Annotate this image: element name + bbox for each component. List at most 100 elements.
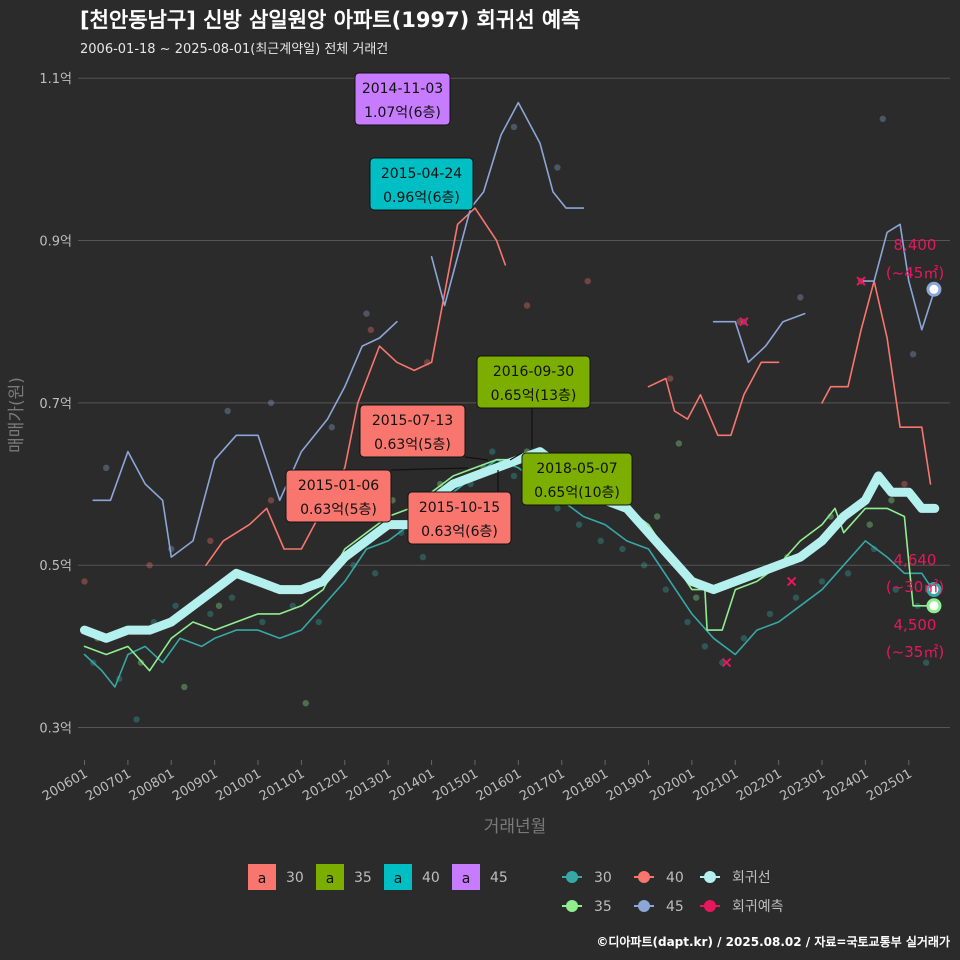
legend-area-label: 40 xyxy=(422,870,440,886)
annotation-leader xyxy=(390,467,469,471)
scatter-point xyxy=(693,594,700,601)
scatter-point xyxy=(510,123,518,131)
regression-crosses xyxy=(721,276,866,668)
legend-line-label: 30 xyxy=(594,870,612,886)
regression-cross xyxy=(856,276,866,286)
scatter-point xyxy=(892,586,899,593)
scatter-point xyxy=(302,699,309,707)
annotation-price: 1.07억(6층) xyxy=(364,105,441,121)
annotation-date: 2014-11-03 xyxy=(362,81,443,97)
legend-line-marker xyxy=(566,900,578,912)
legend-line-marker xyxy=(638,900,650,912)
annotation-date: 2015-07-13 xyxy=(372,413,453,429)
legend-area-swatch-letter: a xyxy=(258,871,267,887)
legend-line-label: 회귀선 xyxy=(732,870,771,886)
scatter-point xyxy=(740,635,748,642)
annotation-box xyxy=(407,491,512,545)
prediction-unit: (~30㎡) xyxy=(886,578,944,596)
legend-line-marker xyxy=(566,871,578,883)
legend-line-label: 40 xyxy=(666,870,684,886)
annotation-date: 2015-01-06 xyxy=(298,478,379,494)
scatter-point xyxy=(419,553,427,561)
legend-area-swatch xyxy=(384,864,412,890)
scatter-point xyxy=(489,448,496,455)
annotation-box xyxy=(521,452,633,506)
annotation-date: 2016-09-30 xyxy=(493,364,574,380)
legend-area-swatch xyxy=(452,864,480,890)
scatter-point xyxy=(146,562,153,569)
scatter-point xyxy=(797,294,804,301)
scatter-point xyxy=(215,602,223,609)
scatter-point xyxy=(437,480,444,488)
annotations: 2014-11-03 1.07억(6층) 2015-04-24 0.96억(6층) 20… xyxy=(285,72,633,545)
legend-area-label: 35 xyxy=(354,870,372,886)
scatter-point xyxy=(818,578,826,585)
scatter-point xyxy=(371,570,379,577)
series-line-45c xyxy=(712,312,806,364)
annotation-price: 0.63억(6층) xyxy=(421,524,498,540)
legend-area-swatch xyxy=(316,864,344,890)
annotation-price: 0.63억(5층) xyxy=(300,502,377,518)
scatter-point xyxy=(866,521,873,528)
legend-line-marker xyxy=(638,871,650,883)
scatter-point xyxy=(653,513,661,520)
regression-cross xyxy=(721,657,732,668)
y-axis-title: 매매가(원) xyxy=(7,377,27,453)
prediction-points: 8,400 (~45㎡) 4,640 (~30㎡) 4,500 (~35㎡) xyxy=(886,236,944,661)
scatter-point xyxy=(289,602,296,609)
legend-line-label: 회귀예측 xyxy=(732,899,784,915)
annotation-date: 2015-10-15 xyxy=(419,500,500,516)
annotation-price: 0.96억(6층) xyxy=(383,190,460,206)
annotation-box xyxy=(476,355,591,409)
scatter-point xyxy=(267,497,275,504)
legend-area-label: 30 xyxy=(286,870,304,886)
scatter-point xyxy=(398,529,405,536)
scatter-point xyxy=(81,578,88,585)
scatter-point xyxy=(133,716,140,723)
scatter-point xyxy=(619,545,626,553)
prediction-point xyxy=(926,598,942,614)
scatter-point xyxy=(102,464,110,472)
scatter-point xyxy=(207,610,214,618)
scatter-point xyxy=(909,350,917,358)
scatter-point xyxy=(640,562,648,569)
scatter-point xyxy=(224,407,231,415)
prediction-point xyxy=(926,582,942,598)
prediction-value: 4,640 xyxy=(894,551,937,569)
prediction-unit: (~45㎡) xyxy=(886,264,944,282)
scatter-point xyxy=(675,440,683,447)
y-tick-label: 0.3억 xyxy=(39,722,72,737)
scatter-point xyxy=(844,570,852,577)
legend-area-swatch xyxy=(248,864,276,890)
series-line-40 xyxy=(205,207,507,566)
y-tick-label: 1.1억 xyxy=(39,72,72,87)
scatter-point xyxy=(584,277,591,285)
scatter-point xyxy=(259,618,266,626)
annotation-leader xyxy=(509,452,523,461)
scatter-point xyxy=(554,505,561,512)
scatter-point xyxy=(766,610,774,618)
annotation-price: 0.65억(10층) xyxy=(534,485,620,501)
annotation-date: 2015-04-24 xyxy=(381,166,462,182)
scatter-point xyxy=(888,497,895,504)
scatter-point xyxy=(575,521,583,528)
scatter-point xyxy=(367,326,375,334)
y-tick-label: 0.9억 xyxy=(39,235,72,250)
scatter-point xyxy=(363,310,370,317)
caption: ©디아파트(dapt.kr) / 2025.08.02 / 자료=국토교통부 실… xyxy=(596,934,950,949)
x-axis-title: 거래년월 xyxy=(484,817,547,837)
series-line-40b xyxy=(647,361,780,437)
scatter-point xyxy=(701,643,709,650)
legend-line-marker xyxy=(704,900,716,912)
legend-area-swatch-letter: a xyxy=(462,871,471,887)
legend-line-label: 35 xyxy=(594,899,612,915)
annotation-leader xyxy=(464,456,489,461)
scatter-point xyxy=(315,618,322,626)
legend-area-swatch-letter: a xyxy=(394,871,403,887)
scatter-point xyxy=(879,115,886,123)
scatter-point xyxy=(662,586,670,593)
legend-area-label: 45 xyxy=(490,870,508,886)
scatter-point xyxy=(597,537,604,545)
scatter-point xyxy=(267,399,275,407)
